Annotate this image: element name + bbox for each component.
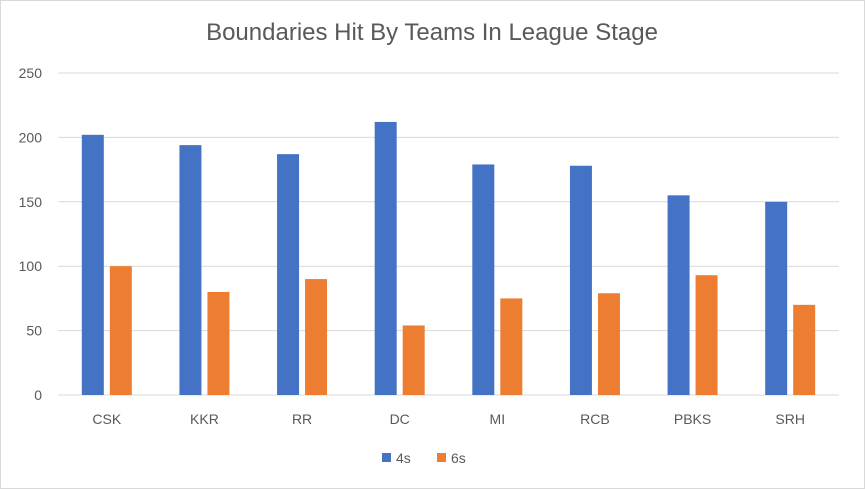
x-tick-label: KKR xyxy=(190,411,219,427)
y-tick-label: 0 xyxy=(34,387,42,403)
bar-4s-dc xyxy=(374,121,397,395)
x-tick-label: DC xyxy=(390,411,410,427)
x-axis-ticks: CSK KKR RR DC MI RCB PBKS SRH xyxy=(92,411,805,427)
bar-6s-rr xyxy=(305,279,328,395)
chart-title: Boundaries Hit By Teams In League Stage xyxy=(206,19,658,46)
bar-6s-srh xyxy=(793,304,816,395)
legend-swatch-6s xyxy=(437,453,446,462)
y-tick-label: 150 xyxy=(19,194,43,210)
y-tick-label: 250 xyxy=(19,65,43,81)
legend-label-4s: 4s xyxy=(396,450,411,466)
y-tick-label: 200 xyxy=(19,129,43,145)
bar-6s-rcb xyxy=(597,293,620,395)
bar-4s-mi xyxy=(472,164,495,395)
bar-4s-srh xyxy=(765,201,788,395)
bar-6s-dc xyxy=(402,325,425,395)
x-tick-label: MI xyxy=(490,411,506,427)
gridlines xyxy=(58,72,839,396)
bar-6s-mi xyxy=(500,298,523,395)
bar-6s-csk xyxy=(109,266,132,395)
x-tick-label: RCB xyxy=(580,411,610,427)
x-tick-label: SRH xyxy=(775,411,805,427)
x-tick-label: RR xyxy=(292,411,312,427)
legend-label-6s: 6s xyxy=(451,450,466,466)
bar-4s-pbks xyxy=(667,195,690,395)
bar-4s-kkr xyxy=(179,145,202,395)
x-tick-label: PBKS xyxy=(674,411,711,427)
bar-4s-rr xyxy=(277,154,300,395)
y-tick-label: 50 xyxy=(26,323,42,339)
legend: 4s 6s xyxy=(382,450,466,466)
bar-6s-kkr xyxy=(207,291,230,395)
legend-swatch-4s xyxy=(382,453,391,462)
bar-4s-rcb xyxy=(569,165,592,395)
bar-6s-pbks xyxy=(695,275,718,395)
y-tick-label: 100 xyxy=(19,258,43,274)
x-tick-label: CSK xyxy=(92,411,121,427)
bars xyxy=(81,121,816,395)
y-axis-ticks: 0 50 100 150 200 250 xyxy=(19,65,43,403)
bar-4s-csk xyxy=(81,134,104,395)
